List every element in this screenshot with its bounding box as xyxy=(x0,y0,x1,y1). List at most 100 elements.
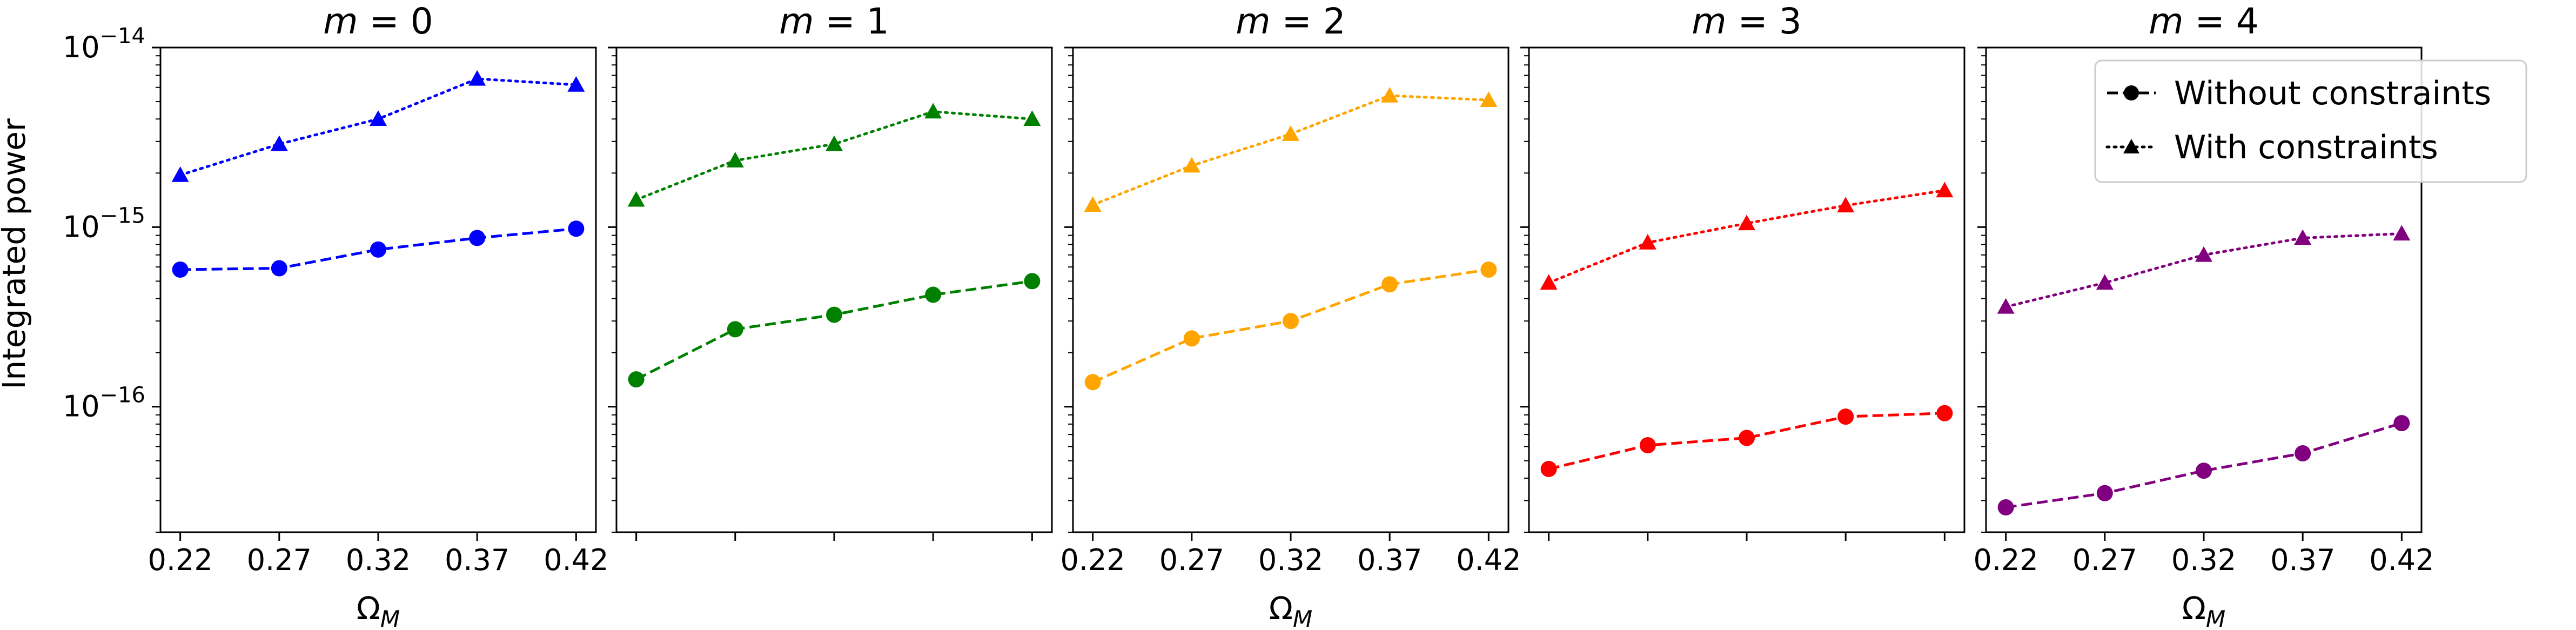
data-point-triangle xyxy=(1639,233,1656,250)
x-axis-title-subscript: M xyxy=(380,606,400,630)
data-point-circle xyxy=(826,306,842,323)
panel-title: m = 1 xyxy=(779,1,889,42)
x-axis-title-symbol: Ω xyxy=(357,590,380,627)
data-point-triangle xyxy=(2393,225,2411,241)
panel-title-value: = 1 xyxy=(814,1,889,42)
data-point-triangle xyxy=(567,76,585,92)
data-point-circle xyxy=(1739,430,1755,446)
data-point-circle xyxy=(568,220,585,237)
panel-title-variable: m xyxy=(1692,1,1726,42)
data-point-triangle xyxy=(1837,197,1855,213)
data-point-circle xyxy=(2196,463,2212,479)
legend-frame xyxy=(2094,59,2527,183)
x-axis-title-subscript: M xyxy=(1293,606,1312,630)
x-axis-title-symbol: Ω xyxy=(2182,590,2206,627)
data-point-circle xyxy=(1837,408,1854,425)
series-with-constraints xyxy=(627,103,1041,207)
data-point-circle xyxy=(1381,276,1398,293)
x-tick-label: 0.22 xyxy=(148,543,213,577)
y-tick-exponent: −16 xyxy=(100,383,145,408)
x-tick-label: 0.32 xyxy=(2171,543,2236,577)
x-axis-title: ΩM xyxy=(1269,590,1313,630)
x-tick-label: 0.42 xyxy=(1456,543,1521,577)
data-point-triangle xyxy=(1023,110,1041,126)
data-point-circle xyxy=(1024,273,1041,290)
panel-title-variable: m xyxy=(323,1,358,42)
data-point-circle xyxy=(1084,374,1101,391)
panel-title-value: = 3 xyxy=(1727,1,1802,42)
data-point-triangle xyxy=(370,110,387,126)
data-point-circle xyxy=(1480,261,1497,278)
data-point-circle xyxy=(370,241,386,258)
data-point-triangle xyxy=(1282,125,1299,141)
y-tick-base: 10 xyxy=(63,390,100,424)
data-point-circle xyxy=(1997,499,2014,516)
data-point-triangle xyxy=(1084,196,1102,212)
legend: Without constraints With constraints xyxy=(2094,59,2527,183)
panel-1: m = 1 xyxy=(608,1,1053,541)
panel-title-value: = 2 xyxy=(1271,1,1346,42)
series-with-constraints xyxy=(1540,182,1954,290)
legend-marker-triangle xyxy=(2123,139,2139,153)
data-point-circle xyxy=(1183,330,1200,347)
data-point-circle xyxy=(2393,415,2410,432)
y-axis-title: Integrated power xyxy=(0,118,32,390)
data-point-circle xyxy=(1639,437,1656,454)
legend-entry: With constraints xyxy=(2105,129,2438,166)
data-point-circle xyxy=(271,260,287,277)
x-tick-label: 0.32 xyxy=(346,543,411,577)
y-tick-exponent: −15 xyxy=(100,203,145,228)
y-tick-exponent: −14 xyxy=(100,24,145,49)
data-point-circle xyxy=(1283,313,1299,330)
data-point-triangle xyxy=(270,135,288,151)
x-tick-label: 0.42 xyxy=(2369,543,2434,577)
data-point-triangle xyxy=(1540,274,1558,290)
panel-2: m = 2 0.22 0.27 0.32 0.37 0.42 ΩM xyxy=(1061,1,1521,630)
series-line xyxy=(180,227,576,271)
series-line xyxy=(2005,421,2403,509)
data-point-triangle xyxy=(1997,298,2015,314)
x-tick-label: 0.37 xyxy=(2270,543,2335,577)
data-point-triangle xyxy=(171,166,189,182)
legend-label: With constraints xyxy=(2174,129,2438,166)
series-with-constraints xyxy=(171,70,585,182)
data-point-circle xyxy=(469,230,486,246)
data-point-triangle xyxy=(1480,91,1498,107)
legend-marker-circle xyxy=(2124,85,2139,100)
data-point-triangle xyxy=(726,152,744,167)
x-tick-label: 0.22 xyxy=(1974,543,2038,577)
data-point-triangle xyxy=(826,135,843,151)
legend-label: Without constraints xyxy=(2174,75,2491,112)
data-point-circle xyxy=(925,286,942,303)
panel-title-variable: m xyxy=(2149,1,2183,42)
series-line xyxy=(1548,412,1945,471)
series-without-constraints xyxy=(172,220,585,278)
x-tick-label: 0.27 xyxy=(1159,543,1224,577)
series-line xyxy=(1547,189,1946,284)
x-axis-title-symbol: Ω xyxy=(1269,590,1293,627)
y-tick-base: 10 xyxy=(63,30,100,64)
y-tick-label: 10−14 xyxy=(63,24,145,64)
x-tick-label: 0.22 xyxy=(1061,543,1125,577)
data-point-circle xyxy=(172,261,189,278)
panel-title: m = 2 xyxy=(1236,1,1346,42)
series-without-constraints xyxy=(1084,261,1497,391)
panel-title: m = 0 xyxy=(323,1,433,42)
y-tick-base: 10 xyxy=(63,210,100,244)
data-point-triangle xyxy=(468,70,486,86)
x-axis-title: ΩM xyxy=(2182,590,2226,630)
x-tick-label: 0.27 xyxy=(247,543,312,577)
x-tick-label: 0.37 xyxy=(1357,543,1422,577)
data-point-circle xyxy=(727,321,743,338)
data-point-triangle xyxy=(1381,86,1399,103)
series-without-constraints xyxy=(1540,405,1953,477)
data-point-triangle xyxy=(924,103,942,119)
data-point-triangle xyxy=(2195,246,2212,262)
panel-title-value: = 4 xyxy=(2184,1,2259,42)
data-point-circle xyxy=(1936,405,1953,421)
legend-entry: Without constraints xyxy=(2107,75,2491,112)
y-tick-label: 10−16 xyxy=(63,383,145,424)
